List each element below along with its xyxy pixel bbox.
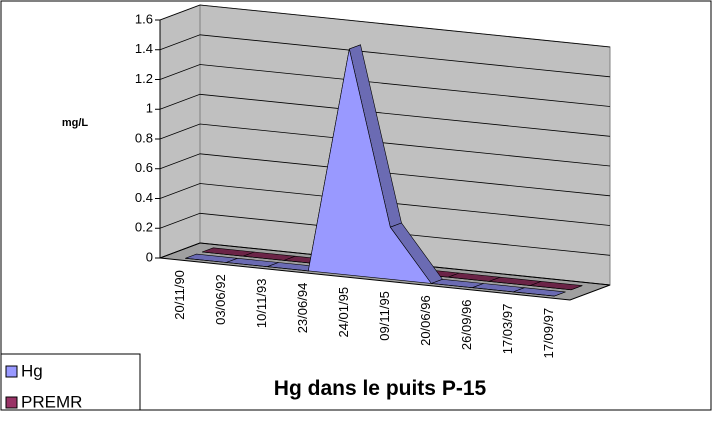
area-end: [570, 285, 583, 291]
x-tick-label: 20/06/96: [418, 295, 433, 346]
y-tick-label: 1.2: [135, 71, 153, 86]
y-tick-label: 0: [146, 249, 153, 264]
y-tick-label: 0.6: [135, 160, 153, 175]
y-axis-label: mg/L: [62, 117, 89, 129]
grid-line: [159, 34, 611, 78]
y-tick-label: 0.4: [135, 190, 153, 205]
y-tick-label: 0.8: [135, 130, 153, 145]
legend-label: Hg: [21, 361, 43, 380]
x-tick-label: 20/11/90: [172, 270, 187, 320]
chart-title: Hg dans le puits P-15: [274, 377, 487, 400]
grid-line: [159, 123, 611, 167]
grid-line: [159, 183, 611, 226]
x-tick-label: 09/11/95: [377, 291, 392, 341]
x-tick-label: 17/09/97: [541, 308, 556, 359]
legend-swatch: [5, 396, 18, 409]
x-tick-label: 23/06/94: [295, 283, 310, 334]
grid-line: [159, 4, 611, 48]
grid-line: [159, 93, 611, 137]
y-tick-label: 1.4: [135, 41, 153, 56]
grid-line: [159, 212, 611, 256]
x-tick-label: 24/01/95: [336, 287, 351, 338]
legend-label: PREMR: [21, 392, 82, 411]
legend: [0, 353, 141, 411]
x-tick-label: 10/11/93: [254, 279, 269, 329]
x-tick-label: 17/03/97: [500, 304, 515, 355]
x-tick-label: 03/06/92: [213, 274, 228, 325]
y-tick-label: 1.6: [135, 11, 153, 26]
area: [185, 48, 555, 297]
grid-line: [159, 64, 611, 107]
grid-line: [159, 242, 611, 286]
legend-swatch: [5, 365, 18, 378]
area-end: [554, 291, 566, 297]
y-tick-label: 1: [146, 101, 153, 116]
y-tick-label: 0.2: [135, 220, 153, 235]
grid-line: [159, 153, 611, 197]
x-tick-label: 26/09/96: [459, 300, 474, 351]
